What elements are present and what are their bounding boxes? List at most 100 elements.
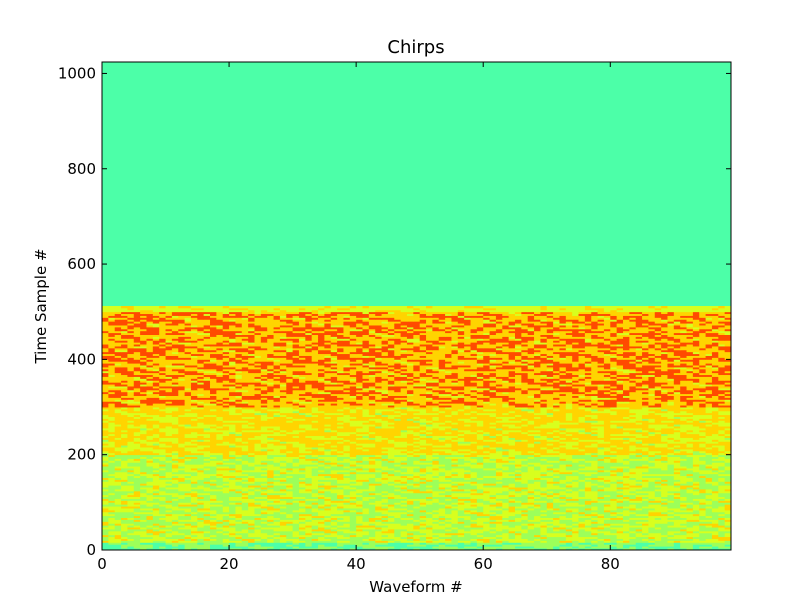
heatmap-cell <box>254 517 262 520</box>
heatmap-cell <box>298 523 306 526</box>
heatmap-cell <box>210 519 217 522</box>
heatmap-cell <box>356 546 363 549</box>
heatmap-cell <box>133 527 141 530</box>
heatmap-cell <box>127 508 135 511</box>
heatmap-cell <box>375 546 382 549</box>
heatmap-cell <box>534 540 541 543</box>
heatmap-cell <box>692 540 700 543</box>
heatmap-cell <box>426 548 433 551</box>
heatmap-cell <box>603 532 611 536</box>
heatmap-cell <box>578 542 586 545</box>
heatmap-cell <box>680 544 687 547</box>
heatmap-cell <box>584 517 592 520</box>
heatmap-cell <box>610 529 618 532</box>
heatmap-cell <box>330 509 338 513</box>
heatmap-cell <box>559 544 567 547</box>
heatmap-cell <box>413 508 421 511</box>
heatmap-cell <box>616 538 624 541</box>
heatmap-cell <box>305 509 313 513</box>
heatmap-cell <box>279 515 287 518</box>
heatmap-cell <box>216 544 224 547</box>
heatmap-cell <box>572 509 579 513</box>
heatmap-cell <box>324 546 332 549</box>
heatmap-cell <box>133 542 141 545</box>
heatmap-cell <box>711 530 719 534</box>
heatmap-cell <box>476 506 484 509</box>
heatmap-cell <box>241 515 249 518</box>
heatmap-cell <box>197 525 205 528</box>
heatmap-cell <box>292 506 300 509</box>
heatmap-cell <box>343 527 351 530</box>
heatmap-cell <box>673 542 681 545</box>
heatmap-cell <box>165 538 173 541</box>
heatmap-cell <box>514 542 522 545</box>
heatmap-cell <box>591 508 598 511</box>
heatmap-cell <box>260 511 268 515</box>
heatmap-cell <box>521 548 529 551</box>
heatmap-cell <box>591 523 598 526</box>
heatmap-cell <box>534 525 541 528</box>
heatmap-cell <box>292 519 300 522</box>
heatmap-cell <box>279 517 287 520</box>
heatmap-cell <box>438 508 446 511</box>
heatmap-cell <box>184 527 192 530</box>
heatmap-cell <box>711 509 719 513</box>
heatmap-cell <box>292 521 300 524</box>
heatmap-cell <box>629 529 637 532</box>
heatmap-cell <box>642 540 649 543</box>
heatmap-cell <box>578 536 586 539</box>
heatmap-cell <box>305 506 313 509</box>
heatmap-cell <box>267 544 274 547</box>
heatmap-cell <box>190 517 198 520</box>
heatmap-cell <box>210 511 217 515</box>
heatmap-cell <box>190 532 198 536</box>
heatmap-cell <box>457 506 465 509</box>
heatmap-cell <box>381 519 389 522</box>
heatmap-cell <box>527 525 535 528</box>
heatmap-cell <box>559 506 567 509</box>
heatmap-cell <box>102 536 109 539</box>
heatmap-cell <box>159 548 166 551</box>
heatmap-cell <box>603 529 611 532</box>
heatmap-cell <box>260 508 268 511</box>
heatmap-cell <box>591 532 598 536</box>
heatmap-cell <box>711 508 719 511</box>
heatmap-cell <box>508 513 516 517</box>
heatmap-cell <box>235 534 243 538</box>
heatmap-cell <box>356 542 363 545</box>
heatmap-cell <box>603 538 611 541</box>
heatmap-cell <box>629 548 637 551</box>
heatmap-cell <box>260 517 268 520</box>
heatmap-cell <box>572 544 579 547</box>
heatmap-cell <box>210 534 217 538</box>
heatmap-cell <box>292 523 300 526</box>
heatmap-cell <box>337 519 344 522</box>
heatmap-cell <box>508 538 516 541</box>
heatmap-cell <box>502 515 510 518</box>
heatmap-cell <box>648 517 656 520</box>
heatmap-cell <box>489 540 497 543</box>
heatmap-cell <box>495 534 503 538</box>
heatmap-cell <box>311 515 319 518</box>
heatmap-cell <box>603 509 611 513</box>
heatmap-cell <box>381 546 389 549</box>
heatmap-cell <box>298 544 306 547</box>
heatmap-cell <box>362 517 370 520</box>
heatmap-cell <box>241 523 249 526</box>
heatmap-cell <box>368 513 376 517</box>
heatmap-cell <box>114 530 122 534</box>
heatmap-cell <box>273 542 281 545</box>
heatmap-cell <box>165 544 173 547</box>
heatmap-cell <box>108 521 116 524</box>
heatmap-cell <box>616 513 624 517</box>
heatmap-cell <box>171 529 179 532</box>
heatmap-cell <box>267 515 274 518</box>
heatmap-cell <box>527 509 535 513</box>
heatmap-cell <box>464 511 471 515</box>
heatmap-cell <box>324 519 332 522</box>
heatmap-cell <box>584 529 592 532</box>
heatmap-cell <box>610 532 618 536</box>
heatmap-cell <box>356 517 363 520</box>
heatmap-cell <box>114 511 122 515</box>
heatmap-cell <box>102 534 109 538</box>
